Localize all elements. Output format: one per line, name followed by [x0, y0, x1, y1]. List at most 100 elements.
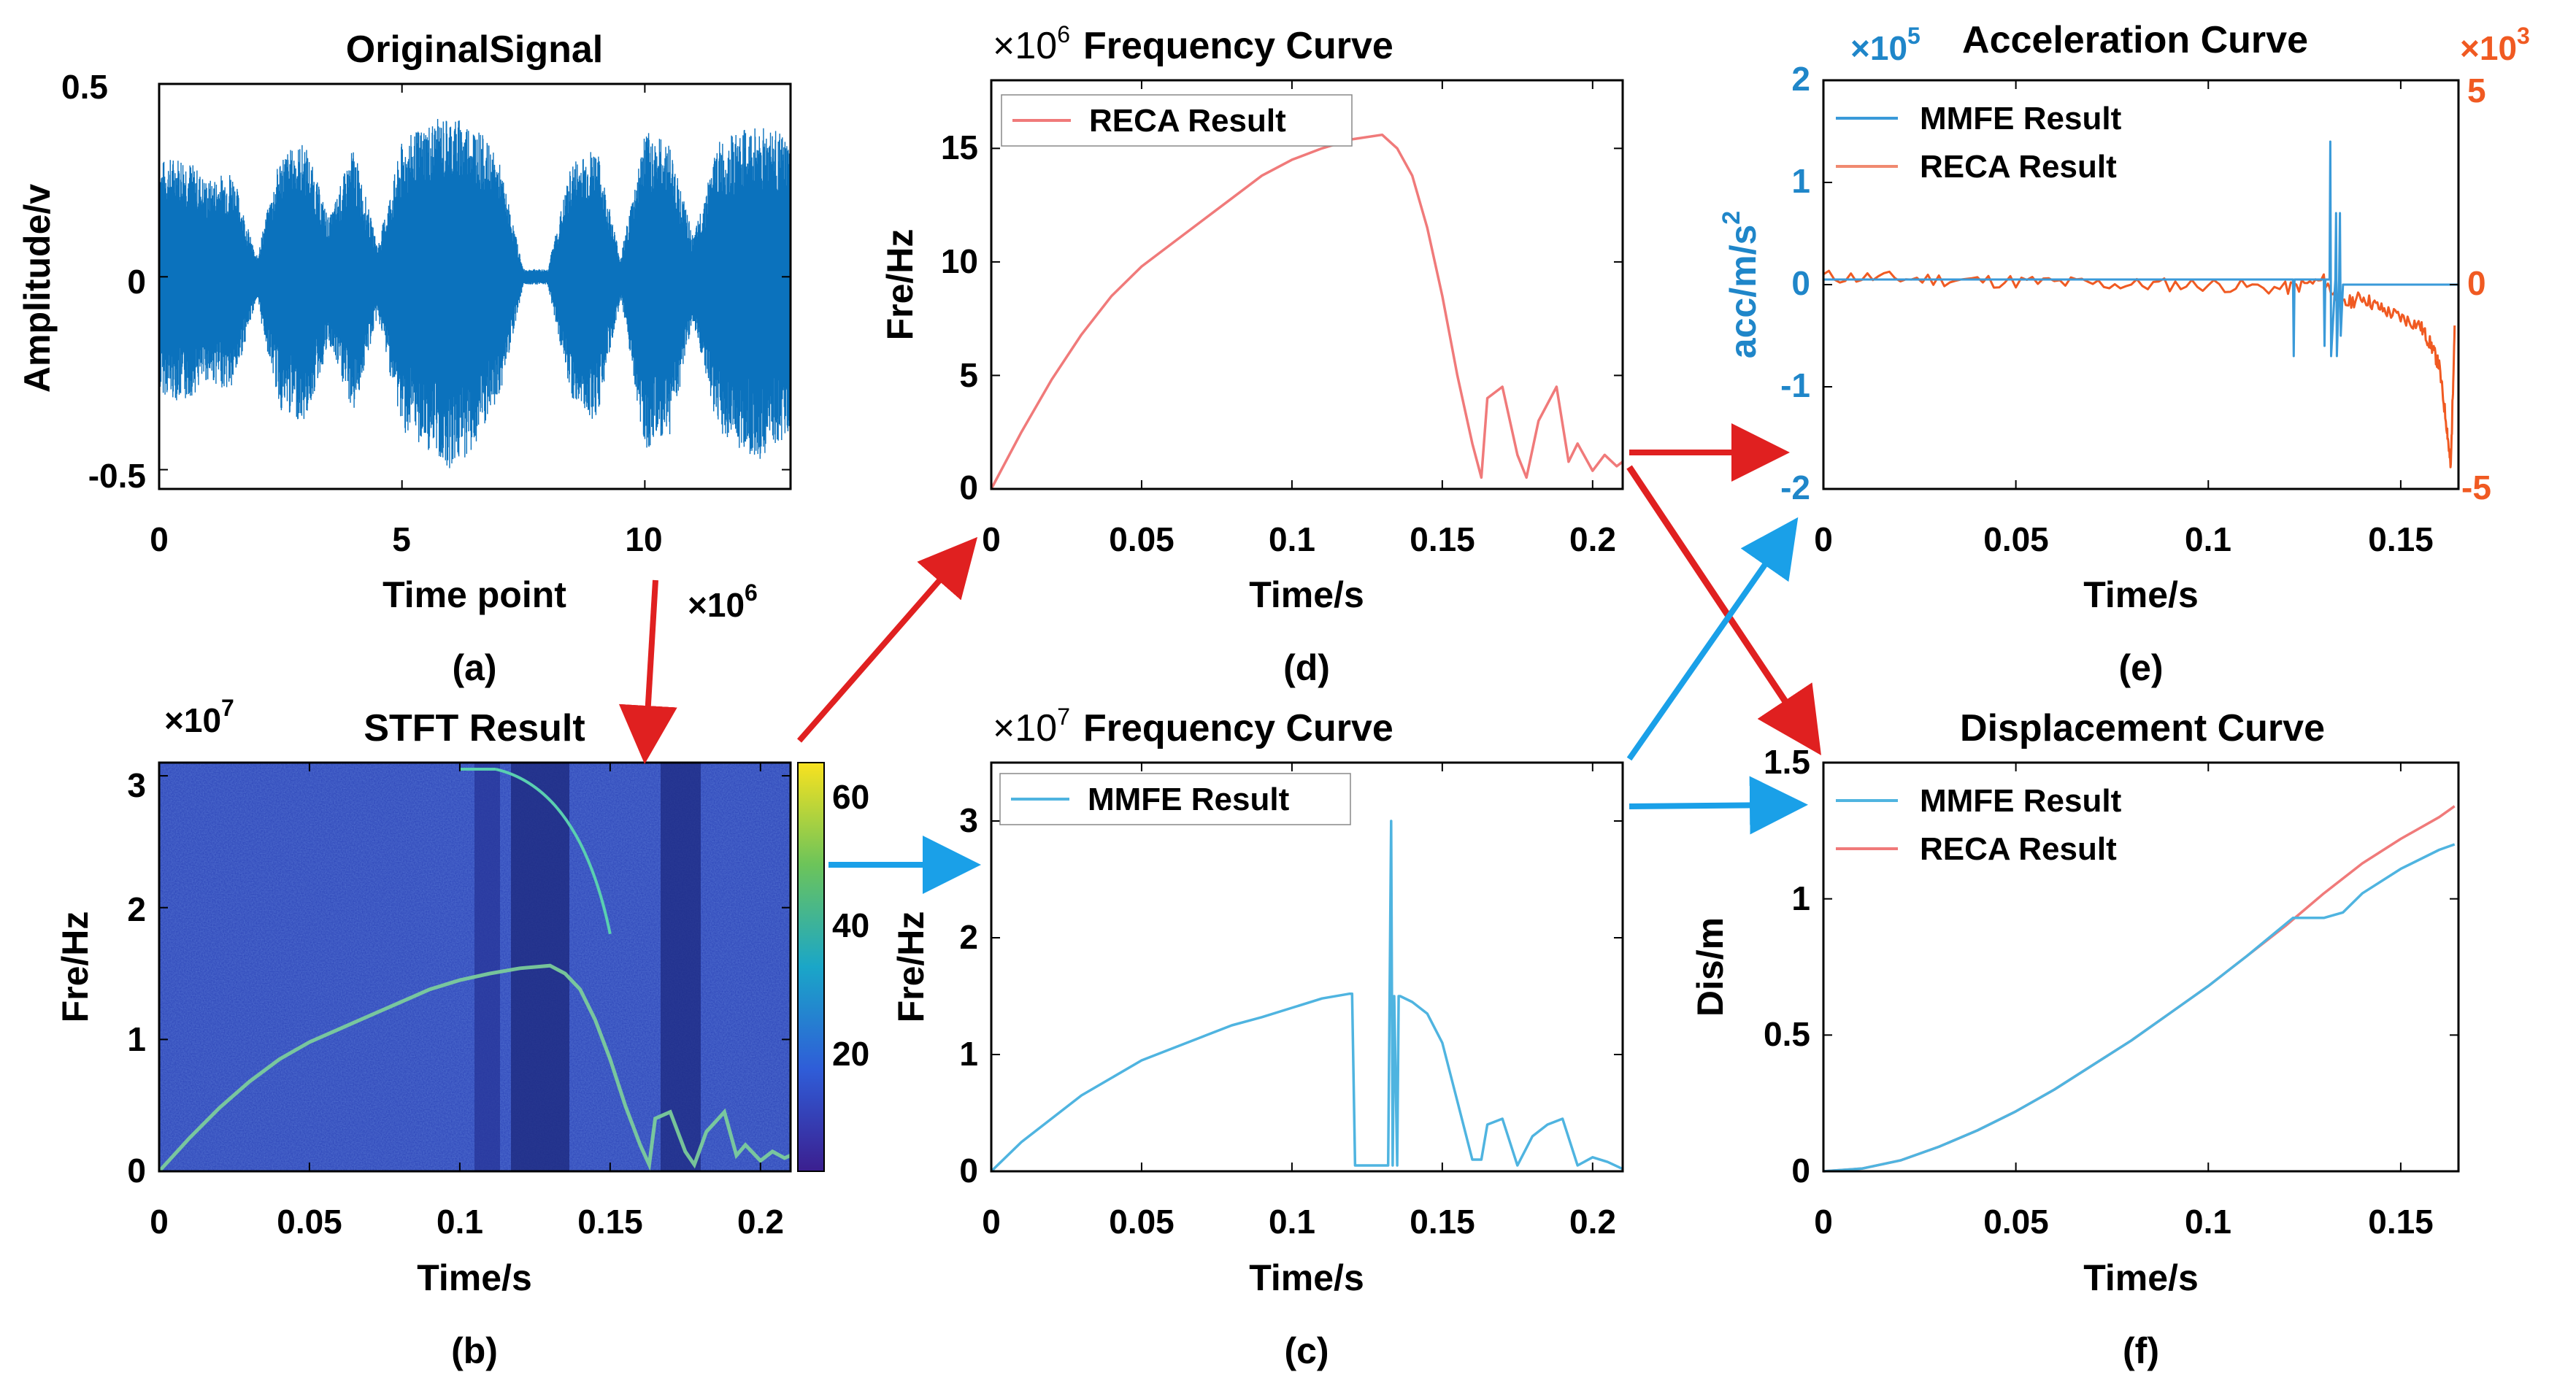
series-lines: [1823, 140, 2458, 469]
series-mmfe: [1823, 140, 2458, 358]
x-tick-label: 0.15: [1410, 520, 1475, 558]
axis-ticks: [1823, 762, 2458, 1172]
legend-label: RECA Result: [1920, 149, 2117, 185]
caption-a: (a): [452, 647, 496, 688]
spectrogram-ridges: [158, 768, 792, 1173]
arrow-b-to-d: [796, 536, 978, 743]
legend-label: MMFE Result: [1920, 101, 2122, 136]
x-axis-label: Time/s: [1249, 1257, 1364, 1298]
stft-ridge-harmonic: [495, 768, 612, 935]
x-tick-label: 0.1: [437, 1203, 483, 1241]
colorbar-tick-label: 60: [832, 778, 869, 816]
y-left-tick-label: -1: [1780, 366, 1810, 404]
chart-title: Acceleration Curve: [1962, 19, 2308, 61]
y-tick-label: 0: [127, 1152, 146, 1190]
y-left-tick-label: 2: [1791, 60, 1810, 98]
panel-displacement-curve: Displacement Curve MMFE Result RECA Resu…: [1690, 707, 2460, 1371]
x-tick-label: 0.15: [2368, 520, 2434, 558]
series-mmfe: [990, 820, 1623, 1173]
x-tick-label: 0.05: [1983, 1203, 2049, 1241]
y-right-tick-label: 5: [2467, 72, 2486, 109]
legend-label: MMFE Result: [1920, 783, 2122, 819]
x-tick-label: 10: [625, 520, 662, 558]
x-axis-label: Time point: [382, 574, 566, 615]
panel-mmfe-frequency-curve: ×107 Frequency Curve MMFE Result 0 1 2 3 …: [891, 704, 1624, 1371]
caption-d: (d): [1283, 647, 1330, 688]
x-tick-label: 0: [1814, 520, 1833, 558]
caption-f: (f): [2123, 1330, 2159, 1371]
y-tick-label: 3: [959, 801, 978, 839]
y-tick-label: 0: [1791, 1152, 1810, 1190]
x-tick-label: 0.1: [1269, 1203, 1315, 1241]
y-tick-label: 2: [127, 890, 146, 928]
y-right-tick-label: -5: [2461, 469, 2491, 506]
arrow-a-to-b: [618, 579, 677, 764]
y-axis-label: acc/m/s2: [1718, 211, 1764, 358]
y-tick-label: 1: [1791, 879, 1810, 917]
legend-label: RECA Result: [1920, 831, 2117, 867]
series-lines: [990, 820, 1623, 1173]
panel-original-signal: OriginalSignal 0.5 0 -0.5 0 5 10 Time po…: [17, 28, 792, 688]
y-tick-label: 10: [941, 242, 978, 280]
axis-ticks: [991, 763, 1623, 1172]
x-axis-label: Time/s: [1249, 574, 1364, 615]
x-tick-label: 5: [392, 520, 411, 558]
y-tick-label: 1: [959, 1035, 978, 1073]
x-axis-label: Time/s: [2083, 574, 2199, 615]
x-tick-label: 0: [150, 1203, 169, 1241]
chart-title: ×106 Frequency Curve: [993, 21, 1393, 67]
chart-title: Displacement Curve: [1960, 707, 2325, 749]
y-axis-label: Dis/m: [1690, 917, 1731, 1017]
y-axis-label: Amplitude/v: [17, 184, 58, 393]
x-tick-label: 0.05: [277, 1203, 342, 1241]
x-tick-label: 0.2: [737, 1203, 784, 1241]
legend-label: RECA Result: [1089, 103, 1286, 139]
series-lines: [1823, 805, 2456, 1173]
x-tick-label: 0: [150, 520, 169, 558]
caption-b: (b): [451, 1330, 498, 1371]
colorbar-tick-label: 40: [832, 906, 869, 944]
x-tick-label: 0.15: [577, 1203, 643, 1241]
spectrogram-dark-band: [661, 763, 701, 1171]
y-tick-label: 0: [127, 263, 146, 301]
plot-frame: [158, 82, 792, 490]
axis-ticks: [158, 763, 791, 1172]
arrow-c-to-f: [1629, 776, 1808, 835]
x-tick-label: 0: [982, 520, 1001, 558]
axis-ticks: [158, 83, 791, 489]
caption-c: (c): [1284, 1330, 1329, 1371]
chart-title: OriginalSignal: [346, 28, 604, 71]
y-left-tick-label: -2: [1780, 469, 1810, 506]
x-tick-label: 0.1: [1269, 520, 1315, 558]
x-multiplier: ×106: [688, 579, 758, 624]
x-tick-label: 0: [982, 1203, 1001, 1241]
arrow-c-to-e: [1626, 517, 1799, 761]
plot-frame: [990, 79, 1624, 490]
series-mmfe: [1823, 843, 2456, 1173]
signal-waveform: [158, 119, 791, 469]
y-axis-label: Fre/Hz: [891, 911, 931, 1023]
right-multiplier: ×103: [2460, 23, 2530, 67]
panel-acceleration-curve: Acceleration Curve ×105 ×103 MMFE Result…: [1718, 19, 2530, 688]
x-tick-label: 0: [1814, 1203, 1833, 1241]
x-axis-label: Time/s: [2083, 1257, 2199, 1298]
y-multiplier: ×107: [164, 695, 234, 739]
chart-title: STFT Result: [364, 707, 585, 749]
x-tick-label: 0.1: [2185, 520, 2231, 558]
caption-e: (e): [2118, 647, 2163, 688]
y-tick-label: 0.5: [61, 68, 108, 106]
y-left-tick-label: 0: [1791, 264, 1810, 302]
y-tick-label: 15: [941, 128, 978, 166]
x-tick-label: 0.15: [1410, 1203, 1475, 1241]
x-tick-label: 0.2: [1569, 520, 1616, 558]
axis-ticks: [991, 80, 1623, 490]
spectrogram-dark-band: [474, 763, 500, 1171]
y-tick-label: 1.5: [1764, 743, 1810, 781]
x-tick-label: 0.05: [1109, 1203, 1174, 1241]
y-axis-label: Fre/Hz: [55, 911, 96, 1023]
plot-area: [991, 763, 1623, 1171]
y-left-tick-label: 1: [1791, 162, 1810, 200]
x-axis-label: Time/s: [417, 1257, 532, 1298]
axis-ticks: [1823, 80, 2458, 490]
